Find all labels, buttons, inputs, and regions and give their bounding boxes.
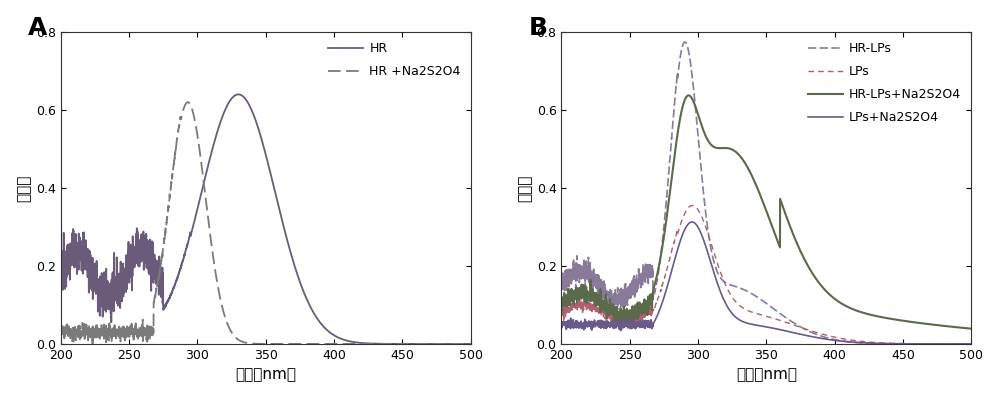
HR +Na2S2O4: [102, 332, 114, 337]
HR-LPs: [626, 288, 638, 292]
HR +Na2S2O4: [413, 342, 425, 346]
HR-LPs+Na2S2O4: [713, 146, 725, 150]
HR: [212, 128, 224, 132]
HR-LPs+Na2S2O4: [730, 150, 742, 155]
HR: [126, 270, 138, 275]
HR-LPs: [957, 342, 969, 346]
LPs: [602, 311, 614, 316]
X-axis label: 波长（nm）: 波长（nm）: [235, 367, 296, 382]
LPs: [626, 320, 638, 325]
Y-axis label: 吸光度: 吸光度: [17, 174, 32, 201]
LPs+Na2S2O4: [957, 342, 969, 346]
HR: [232, 92, 244, 97]
Line: LPs: LPs: [561, 205, 971, 344]
HR +Na2S2O4: [55, 328, 67, 333]
HR-LPs: [713, 273, 725, 277]
HR-LPs: [965, 342, 977, 346]
LPs+Na2S2O4: [965, 342, 977, 346]
LPs: [730, 300, 742, 305]
HR +Na2S2O4: [230, 336, 242, 340]
HR: [413, 342, 425, 346]
HR-LPs+Na2S2O4: [965, 326, 977, 331]
LPs: [555, 301, 567, 306]
HR-LPs+Na2S2O4: [602, 303, 614, 308]
Y-axis label: 吸光度: 吸光度: [517, 174, 532, 201]
Line: HR: HR: [61, 95, 471, 344]
HR +Na2S2O4: [126, 329, 138, 334]
LPs+Na2S2O4: [686, 219, 698, 224]
LPs: [957, 342, 969, 346]
HR: [101, 304, 113, 309]
LPs+Na2S2O4: [555, 320, 567, 324]
LPs: [713, 265, 725, 270]
HR: [230, 93, 242, 97]
LPs: [686, 203, 698, 208]
Line: HR-LPs+Na2S2O4: HR-LPs+Na2S2O4: [561, 95, 971, 329]
HR-LPs+Na2S2O4: [626, 304, 638, 308]
Text: B: B: [529, 16, 548, 40]
Legend: HR-LPs, LPs, HR-LPs+Na2S2O4, LPs+Na2S2O4: HR-LPs, LPs, HR-LPs+Na2S2O4, LPs+Na2S2O4: [804, 38, 965, 128]
LPs+Na2S2O4: [626, 317, 638, 322]
HR: [55, 273, 67, 278]
LPs+Na2S2O4: [602, 321, 614, 326]
Line: HR-LPs: HR-LPs: [561, 42, 971, 344]
HR-LPs+Na2S2O4: [957, 326, 969, 330]
HR +Na2S2O4: [87, 342, 99, 346]
LPs: [913, 342, 925, 346]
Line: HR +Na2S2O4: HR +Na2S2O4: [61, 102, 471, 344]
HR: [465, 342, 477, 346]
HR-LPs: [730, 284, 742, 289]
HR-LPs+Na2S2O4: [555, 296, 567, 301]
X-axis label: 波长（nm）: 波长（nm）: [736, 367, 797, 382]
HR-LPs+Na2S2O4: [913, 320, 925, 325]
LPs+Na2S2O4: [713, 284, 725, 289]
HR-LPs: [602, 290, 614, 294]
HR-LPs: [555, 277, 567, 282]
HR +Na2S2O4: [465, 342, 477, 346]
HR +Na2S2O4: [212, 286, 224, 290]
LPs+Na2S2O4: [913, 342, 925, 346]
HR-LPs: [913, 342, 925, 346]
HR +Na2S2O4: [457, 342, 469, 346]
LPs+Na2S2O4: [730, 316, 742, 320]
HR-LPs: [679, 40, 691, 44]
HR: [457, 342, 469, 346]
Legend: HR, HR +Na2S2O4: HR, HR +Na2S2O4: [324, 38, 464, 82]
Text: A: A: [28, 16, 47, 40]
Line: LPs+Na2S2O4: LPs+Na2S2O4: [561, 222, 971, 344]
HR-LPs+Na2S2O4: [683, 93, 695, 98]
LPs: [965, 342, 977, 346]
HR +Na2S2O4: [182, 100, 194, 105]
